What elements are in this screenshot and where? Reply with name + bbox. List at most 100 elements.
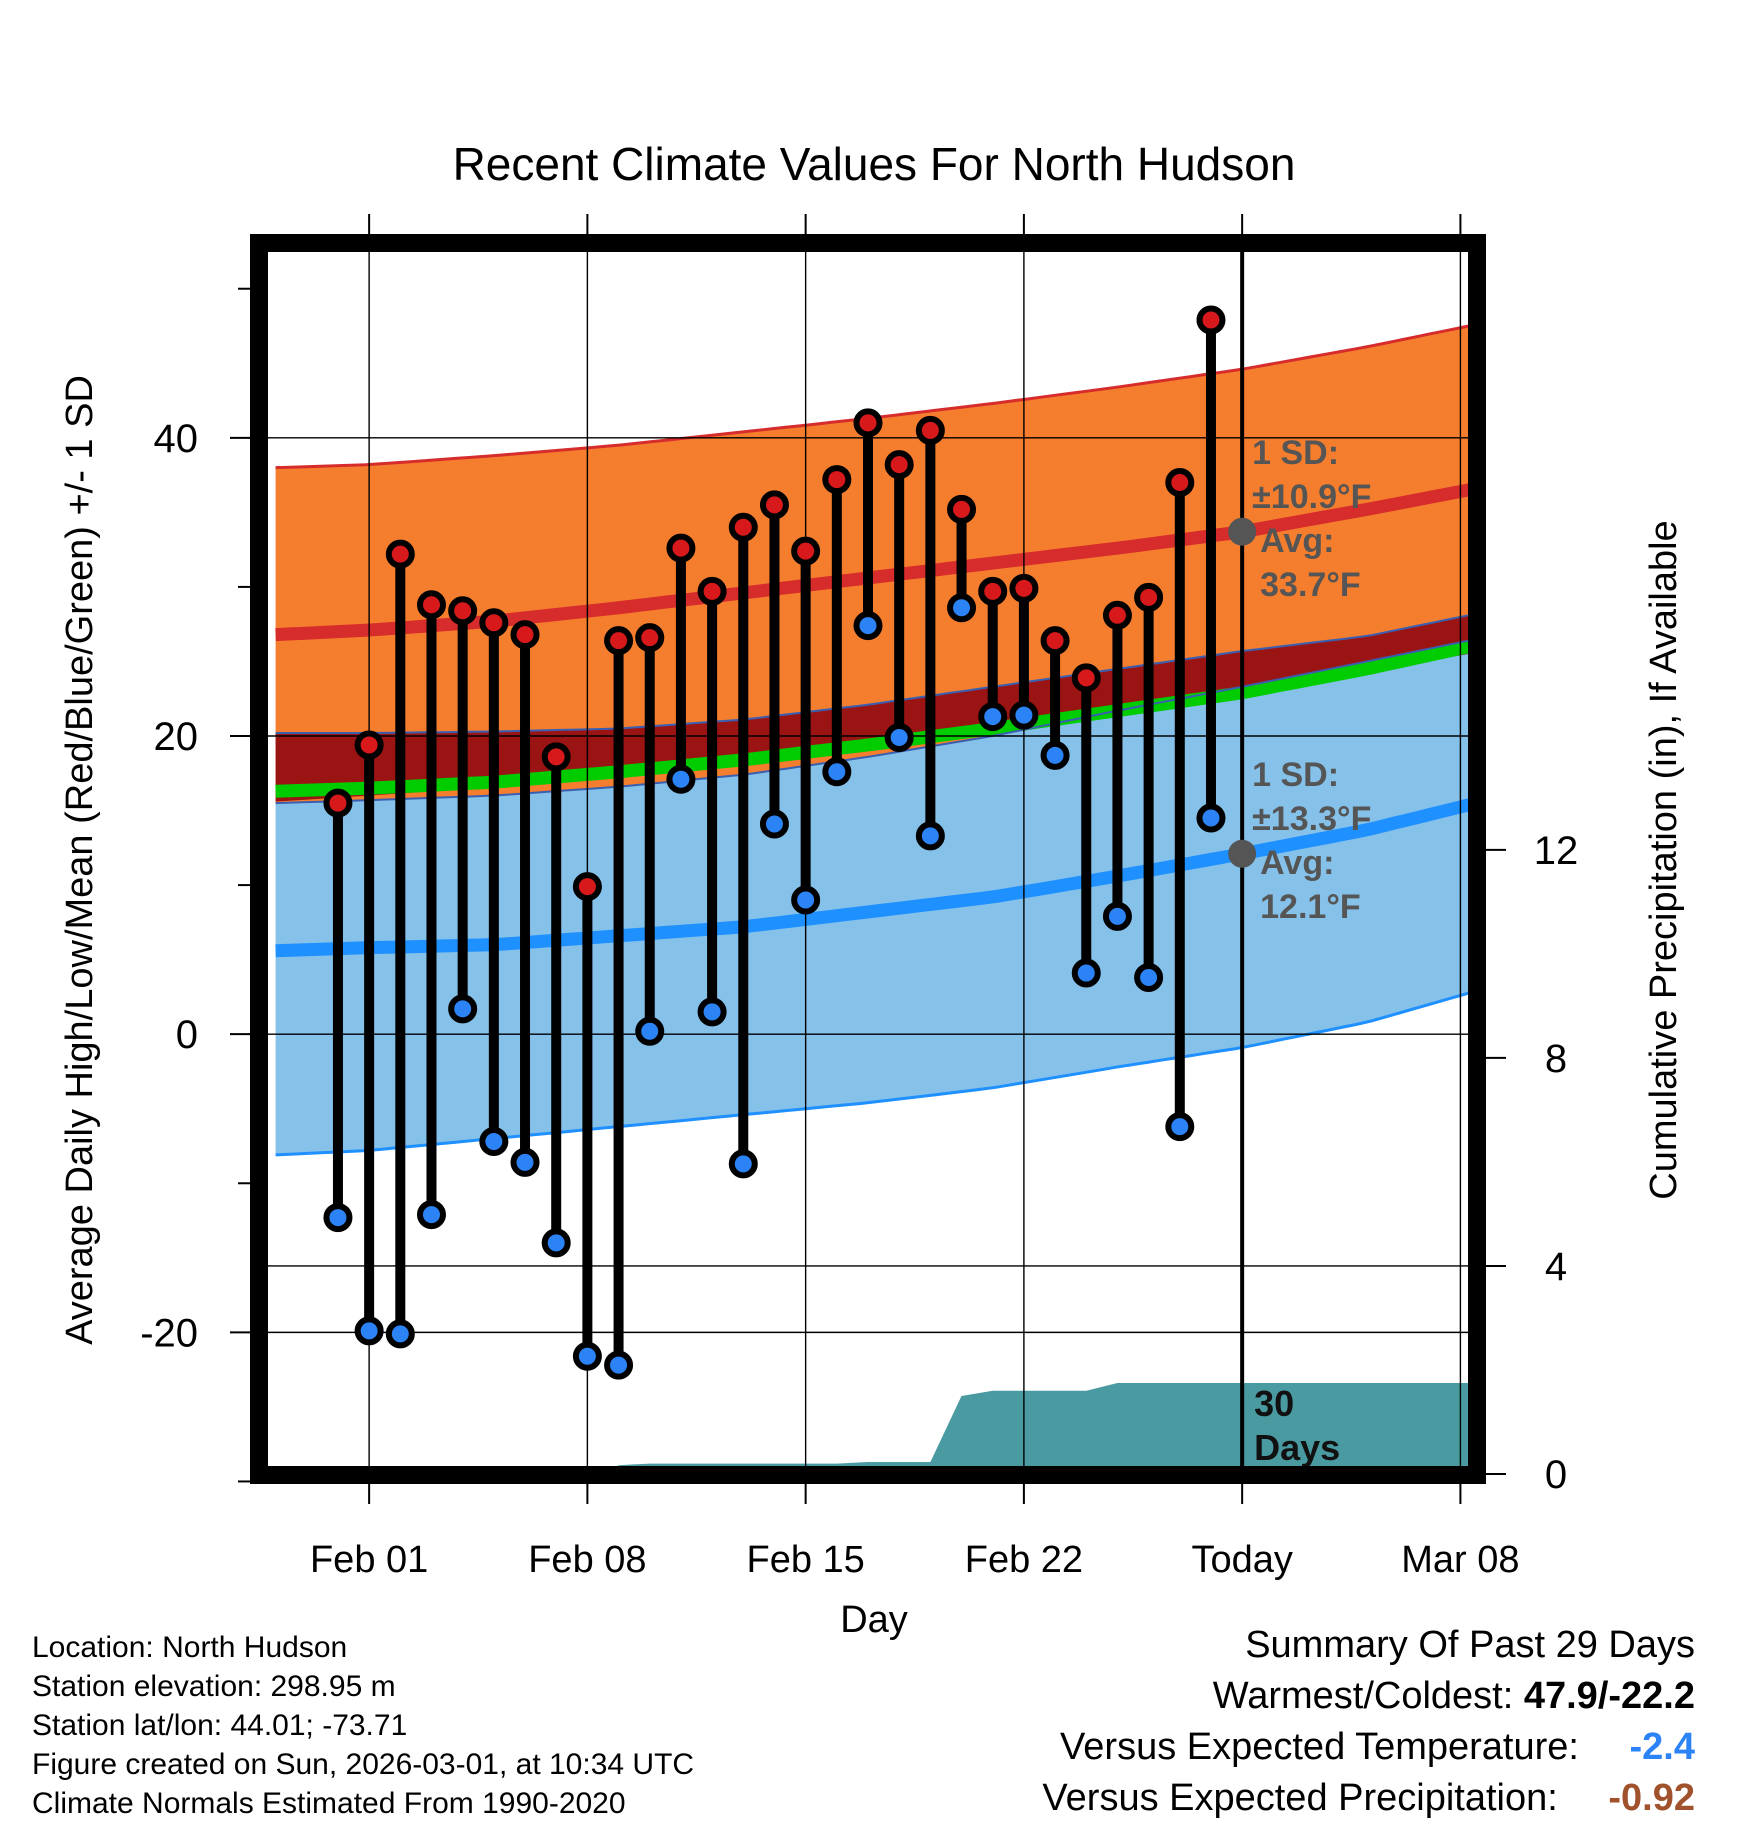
daily-low-point: [510, 1147, 540, 1177]
daily-low-point: [354, 1316, 384, 1346]
temp-departure-value: -2.4: [1629, 1726, 1695, 1768]
x-axis-label: Day: [840, 1599, 908, 1641]
high-average-line: [275, 482, 1478, 642]
daily-high-point: [728, 512, 758, 542]
y-axis-label: Average Daily High/Low/Mean (Red/Blue/Gr…: [59, 375, 101, 1345]
daily-high-point: [1009, 573, 1039, 603]
daily-low-point: [978, 702, 1008, 732]
daily-low-point: [666, 764, 696, 794]
daily-high-point: [510, 620, 540, 650]
daily-high-point: [915, 415, 945, 445]
daily-high-point: [759, 490, 789, 520]
x-tick-label: Today: [1191, 1539, 1292, 1581]
y-tick-label: 40: [154, 417, 199, 461]
precipitation-area: [603, 1383, 1476, 1474]
x-tick-label: Feb 22: [965, 1539, 1083, 1581]
y2-tick-label: 4: [1545, 1245, 1567, 1289]
daily-low-point: [884, 722, 914, 752]
today-high-average-dot: [1228, 517, 1257, 546]
daily-high-point: [1196, 305, 1226, 335]
daily-high-point: [1134, 582, 1164, 612]
precip-departure-label: Versus Expected Precipitation:: [1042, 1777, 1558, 1819]
daily-high-point: [822, 465, 852, 495]
daily-low-point: [915, 821, 945, 851]
high-sd-value: ±10.9°F: [1252, 478, 1371, 516]
days-count: 30: [1254, 1383, 1294, 1424]
low-upper-line: [275, 638, 1477, 805]
summary-title: Summary Of Past 29 Days: [1245, 1624, 1695, 1666]
low-avg-label: Avg:: [1260, 844, 1334, 882]
daily-low-point: [541, 1228, 571, 1258]
daily-high-point: [666, 533, 696, 563]
daily-low-point: [759, 809, 789, 839]
y-tick-label: 20: [154, 715, 199, 759]
daily-high-point: [604, 626, 634, 656]
daily-high-point: [385, 539, 415, 569]
precip-departure-row: Versus Expected Precipitation: -0.92: [1042, 1773, 1695, 1824]
daily-low-point: [947, 593, 977, 623]
daily-low-point: [572, 1341, 602, 1371]
y-tick-label: -20: [140, 1311, 198, 1355]
today-low-average-dot: [1228, 839, 1257, 868]
chart-title: Recent Climate Values For North Hudson: [453, 138, 1296, 190]
daily-high-point: [1071, 663, 1101, 693]
daily-low-point: [1134, 963, 1164, 993]
daily-high-point: [541, 742, 571, 772]
location-text: Location: North Hudson: [32, 1631, 348, 1664]
daily-low-point: [323, 1203, 353, 1233]
daily-high-point: [572, 872, 602, 902]
daily-low-point: [853, 611, 883, 641]
daily-low-point: [1165, 1112, 1195, 1142]
x-tick-label: Feb 01: [310, 1539, 428, 1581]
plot-frame: [250, 234, 1486, 1484]
axes: Feb 01 Feb 08 Feb 15 Feb 22 Today Mar 08 -20 0 2…: [140, 214, 1578, 1581]
daily-high-point: [416, 590, 446, 620]
daily-low-point: [448, 994, 478, 1024]
days-label: Days: [1254, 1427, 1340, 1468]
low-sd-value: ±13.3°F: [1252, 800, 1371, 838]
high-sd-label: 1 SD:: [1252, 434, 1339, 472]
high-avg-value: 33.7°F: [1260, 566, 1361, 604]
latlon-text: Station lat/lon: 44.01; -73.71: [32, 1709, 408, 1742]
daily-high-point: [791, 536, 821, 566]
plot-area: 1 SD: ±10.9°F Avg: 33.7°F 1 SD: ±13.3°F Avg: 12…: [260, 244, 1478, 1474]
y2-axis-label: Cumulative Precipitation (in), If Availa…: [1643, 520, 1685, 1199]
warmest-coldest-label: Warmest/Coldest:: [1212, 1675, 1514, 1717]
created-text: Figure created on Sun, 2026-03-01, at 10…: [32, 1748, 695, 1781]
temp-departure-label: Versus Expected Temperature:: [1060, 1726, 1579, 1768]
low-avg-value: 12.1°F: [1260, 888, 1361, 926]
daily-high-point: [448, 596, 478, 626]
daily-high-point: [1040, 626, 1070, 656]
daily-low-point: [1040, 740, 1070, 770]
high-avg-label: Avg:: [1260, 522, 1334, 560]
daily-high-point: [1102, 600, 1132, 630]
daily-high-point: [354, 730, 384, 760]
station-info: Location: North Hudson Station elevation…: [32, 1628, 694, 1823]
warmest-coldest-value: 47.9/-22.2: [1523, 1675, 1695, 1717]
normals-text: Climate Normals Estimated From 1990-2020: [32, 1787, 626, 1820]
daily-high-point: [978, 576, 1008, 606]
x-tick-label: Feb 08: [528, 1539, 646, 1581]
daily-high-point: [947, 494, 977, 524]
y2-tick-label: 0: [1545, 1453, 1567, 1497]
precip-departure-value: -0.92: [1608, 1777, 1695, 1819]
low-sd-label: 1 SD:: [1252, 756, 1339, 794]
warmest-coldest-row: Warmest/Coldest: 47.9/-22.2: [1042, 1671, 1695, 1722]
daily-low-point: [1009, 700, 1039, 730]
daily-high-point: [479, 608, 509, 638]
daily-low-point: [416, 1200, 446, 1230]
daily-low-point: [1102, 901, 1132, 931]
daily-low-point: [385, 1319, 415, 1349]
daily-low-point: [697, 997, 727, 1027]
x-tick-label: Mar 08: [1401, 1539, 1519, 1581]
low-lower-line: [275, 989, 1477, 1157]
daily-low-point: [604, 1350, 634, 1380]
daily-high-point: [635, 623, 665, 653]
mean-average-line: [275, 638, 1478, 798]
x-tick-label: Feb 15: [746, 1539, 864, 1581]
daily-low-point: [1196, 803, 1226, 833]
daily-low-point: [822, 757, 852, 787]
mean-upper-line: [275, 612, 1477, 734]
daily-high-point: [853, 408, 883, 438]
